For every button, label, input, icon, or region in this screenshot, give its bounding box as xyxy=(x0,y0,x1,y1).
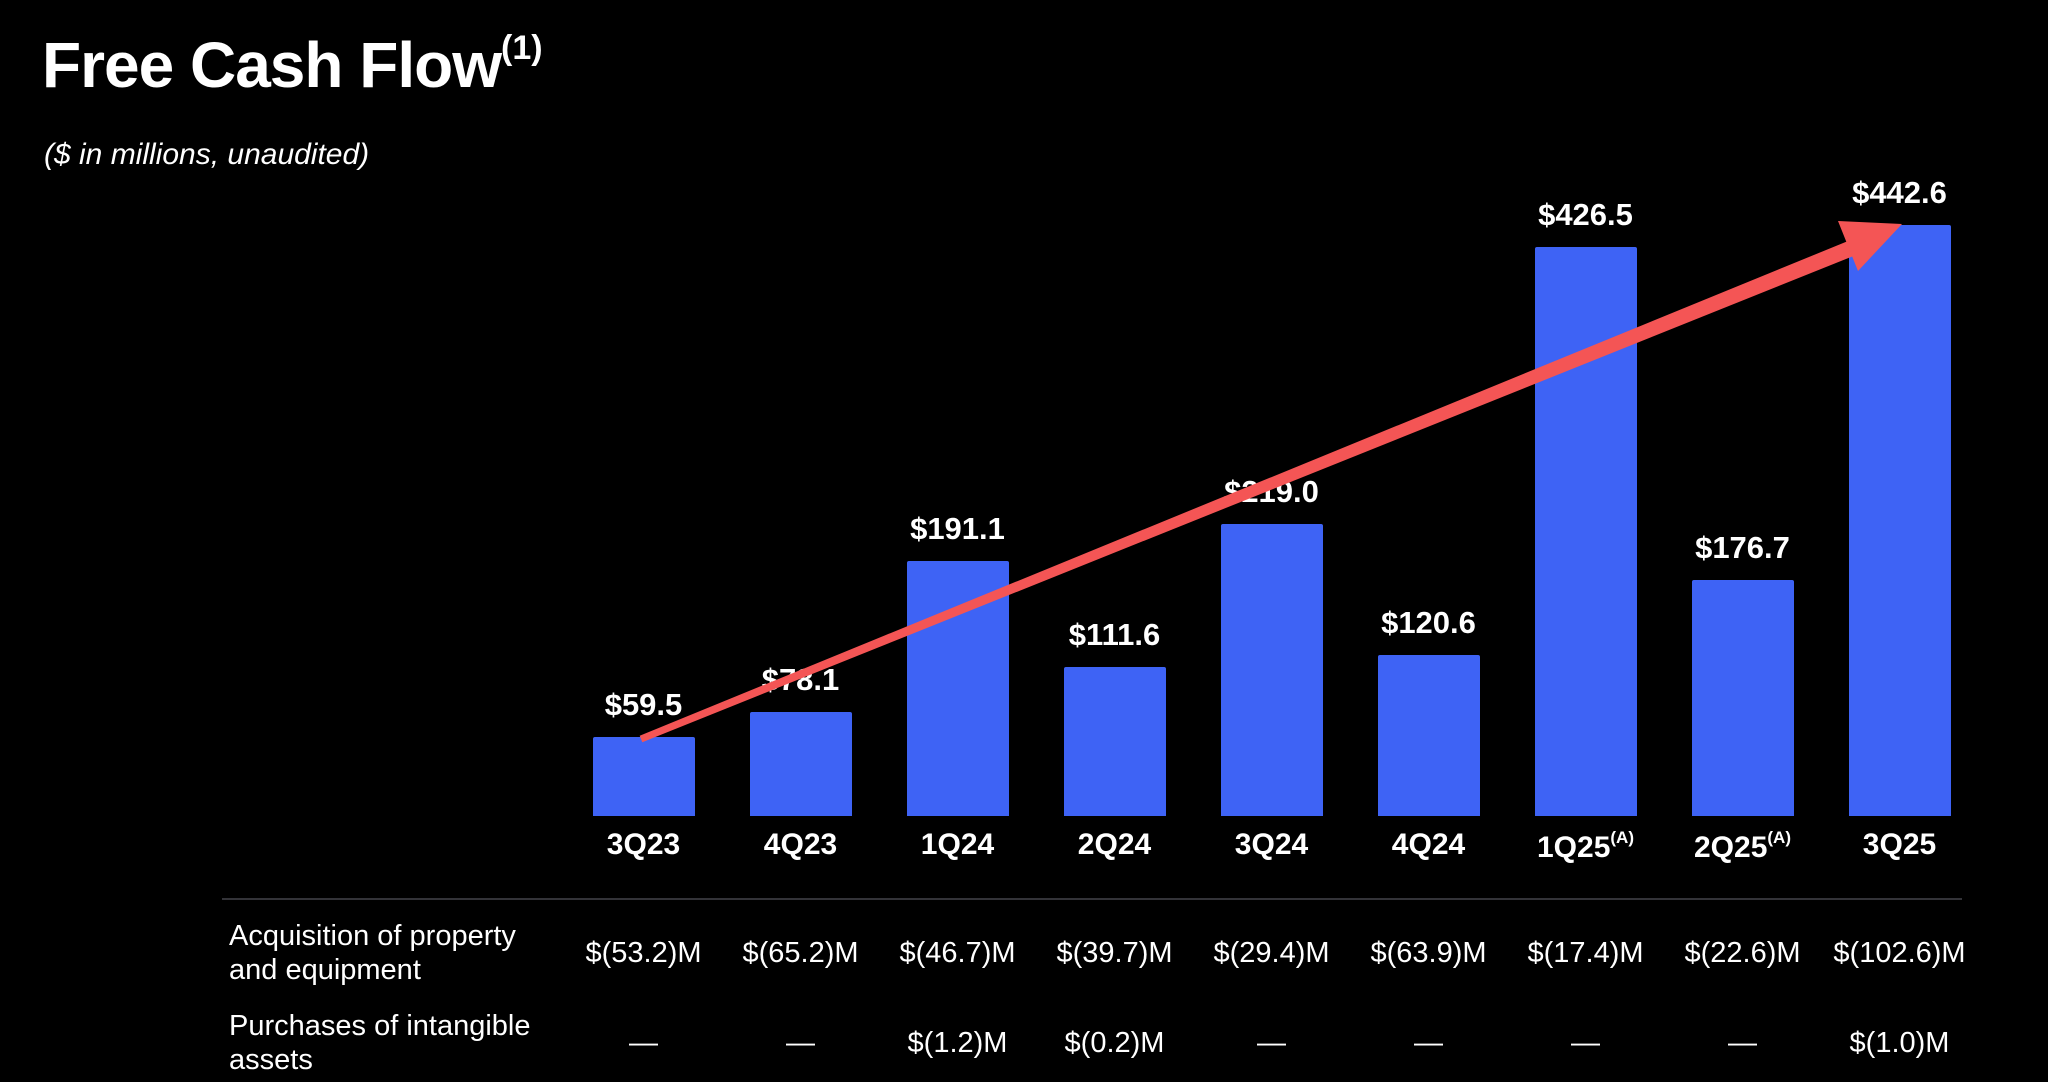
categories-row: 3Q23 4Q23 1Q24 2Q24 3Q24 4Q24 1Q25(A) 2Q25(A) 3Q… xyxy=(565,828,1978,865)
bar-1Q24 xyxy=(906,561,1009,816)
bar-value-label: $219.0 xyxy=(1224,474,1319,509)
table-row-label: Purchases of intangible assets xyxy=(229,1009,531,1076)
bar-2Q24 xyxy=(1063,667,1166,816)
table-value-cell: $(65.2)M xyxy=(742,936,859,969)
table-row-label: Acquisition of property and equipment xyxy=(229,919,516,986)
bar-value-label: $111.6 xyxy=(1068,617,1161,652)
bar-column: $111.6 xyxy=(1036,617,1193,816)
category-label: 2Q25(A) xyxy=(1664,828,1821,865)
bar-column: $120.6 xyxy=(1350,605,1507,816)
category-label-text: 1Q24 xyxy=(920,828,995,861)
bar-value-label: $191.1 xyxy=(910,511,1005,546)
table-value-cell: $(53.2)M xyxy=(585,936,702,969)
bar-column: $176.7 xyxy=(1664,530,1821,816)
category-label: 2Q24 xyxy=(1036,828,1193,865)
bar-4Q24 xyxy=(1377,655,1480,816)
page-title-text: Free Cash Flow xyxy=(42,29,502,101)
table-row-values: $(53.2)M $(65.2)M $(46.7)M $(39.7)M $(29.4)M… xyxy=(565,937,1978,970)
table-value-cell: $(102.6)M xyxy=(1833,936,1966,969)
table-value-cell: — xyxy=(629,1026,658,1059)
bars-row: $59.5 $78.1 $191.1 $111.6 $219.0 $120.6 $426.5… xyxy=(565,150,1978,816)
table-value-cell: $(22.6)M xyxy=(1684,936,1801,969)
bar-value-label: $78.1 xyxy=(761,662,840,697)
table-value-cell: $(1.0)M xyxy=(1849,1026,1950,1059)
bar-column: $78.1 xyxy=(722,662,879,816)
table-value-cell: $(1.2)M xyxy=(907,1026,1008,1059)
category-label-text: 3Q25 xyxy=(1862,828,1937,861)
table-divider xyxy=(222,898,1962,900)
bar-column: $442.6 xyxy=(1821,175,1978,816)
bar-column: $426.5 xyxy=(1507,197,1664,816)
category-label: 3Q24 xyxy=(1193,828,1350,865)
table-row-values: — — $(1.2)M $(0.2)M — — — — $(1.0)M xyxy=(565,1027,1978,1060)
table-value-cell: $(39.7)M xyxy=(1056,936,1173,969)
table-value-cell: — xyxy=(1571,1026,1600,1059)
bar-value-label: $120.6 xyxy=(1381,605,1476,640)
table-value-cell: — xyxy=(786,1026,815,1059)
table-value-cell: — xyxy=(1414,1026,1443,1059)
category-label-text: 3Q24 xyxy=(1234,828,1309,861)
category-label-text: 3Q23 xyxy=(606,828,681,861)
table-value-cell: $(63.9)M xyxy=(1370,936,1487,969)
category-label: 4Q24 xyxy=(1350,828,1507,865)
bar-2Q25 xyxy=(1691,580,1794,816)
bar-value-label: $442.6 xyxy=(1852,175,1947,210)
bar-3Q23 xyxy=(592,737,695,816)
category-label: 1Q25(A) xyxy=(1507,828,1664,865)
table-value-cell: — xyxy=(1257,1026,1286,1059)
category-label-text: 2Q24 xyxy=(1077,828,1152,861)
bar-column: $59.5 xyxy=(565,687,722,816)
category-label-text: 2Q25 xyxy=(1694,831,1768,864)
footnote-table: Acquisition of property and equipment $(… xyxy=(0,906,2048,1082)
page-subtitle: ($ in millions, unaudited) xyxy=(44,138,370,171)
category-label-text: 1Q25 xyxy=(1537,831,1611,864)
table-value-cell: — xyxy=(1728,1026,1757,1059)
page-title: Free Cash Flow(1) xyxy=(42,28,543,102)
category-superscript: (A) xyxy=(1767,828,1791,847)
table-value-cell: $(46.7)M xyxy=(899,936,1016,969)
category-label: 1Q24 xyxy=(879,828,1036,865)
bar-column: $219.0 xyxy=(1193,474,1350,816)
table-value-cell: $(0.2)M xyxy=(1064,1026,1165,1059)
bar-value-label: $59.5 xyxy=(604,687,683,722)
category-label-text: 4Q24 xyxy=(1391,828,1466,861)
table-row: Purchases of intangible assets — — $(1.2)M… xyxy=(0,1000,2048,1082)
bar-value-label: $426.5 xyxy=(1538,197,1633,232)
table-row: Acquisition of property and equipment $(… xyxy=(0,906,2048,1000)
bar-4Q23 xyxy=(749,712,852,816)
category-label: 3Q23 xyxy=(565,828,722,865)
category-superscript: (A) xyxy=(1610,828,1634,847)
bar-3Q24 xyxy=(1220,524,1323,816)
bar-1Q25 xyxy=(1534,247,1637,816)
category-label: 3Q25 xyxy=(1821,828,1978,865)
bar-3Q25 xyxy=(1848,225,1951,816)
bar-value-label: $176.7 xyxy=(1695,530,1790,565)
bar-column: $191.1 xyxy=(879,511,1036,816)
table-value-cell: $(29.4)M xyxy=(1213,936,1330,969)
title-footnote-superscript: (1) xyxy=(501,29,543,67)
table-value-cell: $(17.4)M xyxy=(1527,936,1644,969)
category-label: 4Q23 xyxy=(722,828,879,865)
category-label-text: 4Q23 xyxy=(763,828,838,861)
